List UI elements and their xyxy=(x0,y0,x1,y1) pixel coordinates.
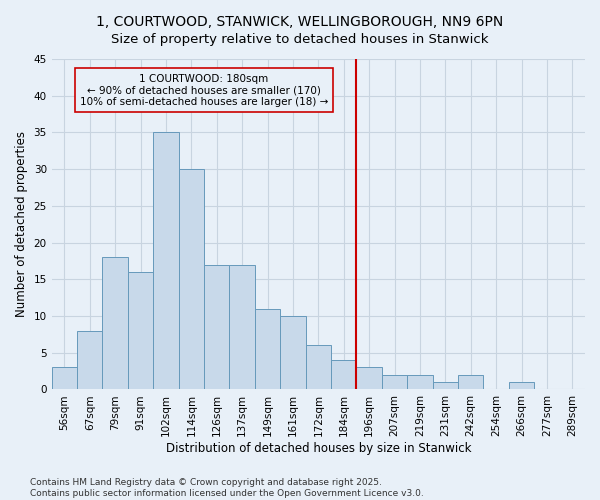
Bar xyxy=(305,346,331,390)
Bar xyxy=(331,360,356,390)
Bar xyxy=(229,264,255,390)
Bar xyxy=(179,169,204,390)
Y-axis label: Number of detached properties: Number of detached properties xyxy=(15,131,28,317)
Bar xyxy=(128,272,153,390)
Bar xyxy=(407,375,433,390)
Bar xyxy=(382,375,407,390)
Bar xyxy=(356,368,382,390)
Bar xyxy=(204,264,229,390)
Text: Contains HM Land Registry data © Crown copyright and database right 2025.
Contai: Contains HM Land Registry data © Crown c… xyxy=(30,478,424,498)
Bar xyxy=(153,132,179,390)
Bar xyxy=(103,258,128,390)
Text: Size of property relative to detached houses in Stanwick: Size of property relative to detached ho… xyxy=(111,32,489,46)
Text: 1 COURTWOOD: 180sqm
← 90% of detached houses are smaller (170)
10% of semi-detac: 1 COURTWOOD: 180sqm ← 90% of detached ho… xyxy=(80,74,328,107)
Bar xyxy=(433,382,458,390)
Bar xyxy=(280,316,305,390)
Bar xyxy=(458,375,484,390)
Bar xyxy=(77,330,103,390)
Bar xyxy=(509,382,534,390)
Text: 1, COURTWOOD, STANWICK, WELLINGBOROUGH, NN9 6PN: 1, COURTWOOD, STANWICK, WELLINGBOROUGH, … xyxy=(97,15,503,29)
Bar xyxy=(255,308,280,390)
Bar xyxy=(52,368,77,390)
X-axis label: Distribution of detached houses by size in Stanwick: Distribution of detached houses by size … xyxy=(166,442,471,455)
